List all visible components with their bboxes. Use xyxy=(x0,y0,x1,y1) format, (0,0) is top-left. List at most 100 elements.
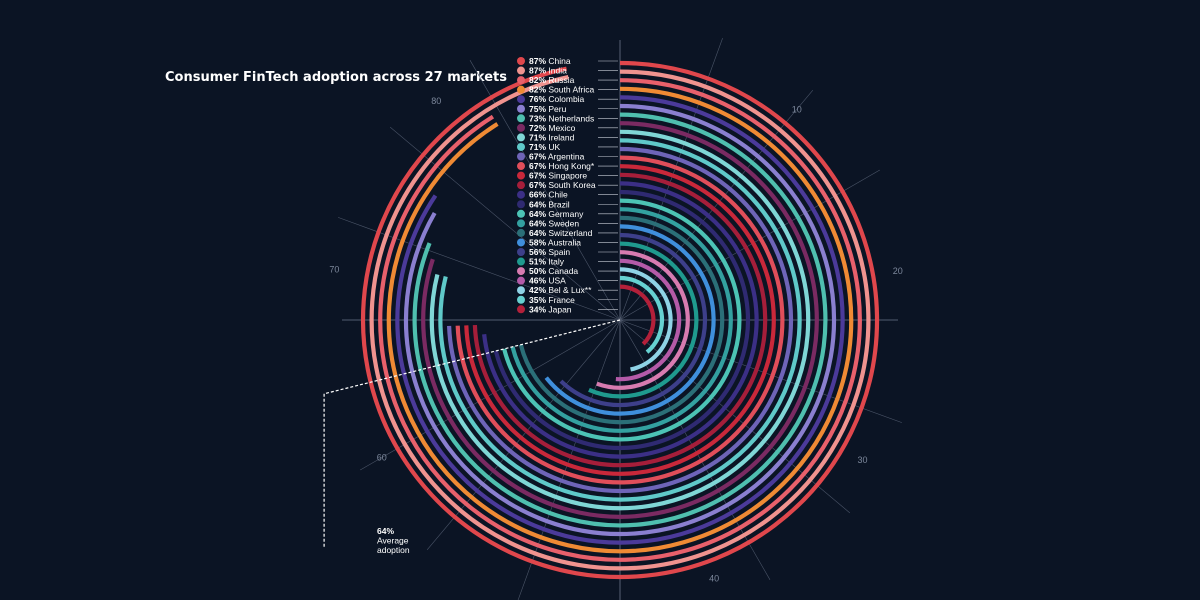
scale-tick-label: 60 xyxy=(377,453,387,463)
legend-value: 64% xyxy=(529,199,546,209)
average-line xyxy=(323,319,621,395)
legend-dot xyxy=(517,267,525,276)
legend-value: 46% xyxy=(529,276,546,286)
legend-dot xyxy=(517,228,525,237)
legend-label: 82% Russia xyxy=(529,75,575,85)
legend-dot xyxy=(517,305,525,314)
legend-value: 51% xyxy=(529,257,546,267)
legend-dot xyxy=(517,238,525,247)
legend-value: 71% xyxy=(529,142,546,152)
legend-value: 67% xyxy=(529,161,546,171)
arc-17 xyxy=(502,198,742,442)
legend-item: 73% Netherlands xyxy=(517,113,618,123)
legend-value: 75% xyxy=(529,104,546,114)
chart-title: Consumer FinTech adoption across 27 mark… xyxy=(165,70,507,85)
legend-item: 67% Hong Kong* xyxy=(517,161,618,171)
legend-dot xyxy=(517,95,525,104)
legend-item: 35% France xyxy=(517,295,618,305)
arc-22 xyxy=(588,241,699,399)
legend-dot xyxy=(517,114,525,123)
legend-market: Brazil xyxy=(546,199,570,209)
legend-market: Japan xyxy=(546,304,572,314)
legend-label: 58% Australia xyxy=(529,237,581,247)
scale-tick-label: 10 xyxy=(792,104,802,114)
legend-item: 64% Switzerland xyxy=(517,228,618,238)
arc-5 xyxy=(395,95,845,545)
legend-market: Netherlands xyxy=(546,113,594,123)
legend-dot xyxy=(517,152,525,161)
legend-market: Hong Kong* xyxy=(546,161,595,171)
legend-item: 42% Bel & Lux** xyxy=(517,285,618,295)
average-label: 64% Average adoption xyxy=(377,526,410,555)
legend-dot xyxy=(517,248,525,256)
ticks-layer: 10 20 30 40 60 70 80 xyxy=(329,96,902,584)
legend-label: 35% France xyxy=(529,295,575,305)
average-caption: adoption xyxy=(377,545,410,555)
legend-dot xyxy=(517,57,525,65)
legend-market: Sweden xyxy=(546,218,579,228)
legend-market: South Africa xyxy=(546,85,594,95)
legend-market: Russia xyxy=(546,75,575,85)
legend-market: USA xyxy=(546,276,566,286)
legend-label: 64% Sweden xyxy=(529,218,579,228)
scale-tick-label: 70 xyxy=(329,265,339,275)
legend-label: 67% Hong Kong* xyxy=(529,161,595,171)
legend-dot xyxy=(517,286,525,295)
legend-value: 87% xyxy=(529,66,546,76)
legend-value: 56% xyxy=(529,247,546,257)
legend-label: 67% Argentina xyxy=(529,152,585,162)
scale-tick-label: 30 xyxy=(857,455,867,465)
legend-market: Ireland xyxy=(546,132,575,142)
legend-market: Switzerland xyxy=(546,228,593,238)
legend-value: 82% xyxy=(529,75,546,85)
scale-tick-label: 20 xyxy=(893,266,903,276)
arc-21 xyxy=(559,232,708,408)
legend-label: 73% Netherlands xyxy=(529,113,594,123)
legend-market: Singapore xyxy=(546,171,587,181)
legend-item: 66% Chile xyxy=(517,190,618,200)
legend-market: Colombia xyxy=(546,94,585,104)
arc-1 xyxy=(360,60,880,580)
arc-20 xyxy=(544,224,716,416)
legend-item: 46% USA xyxy=(517,276,618,286)
legend-value: 82% xyxy=(529,85,546,95)
legend-value: 71% xyxy=(529,132,546,142)
legend-market: Italy xyxy=(546,257,565,267)
legend-value: 67% xyxy=(529,171,546,181)
legend-market: Australia xyxy=(546,237,581,247)
legend-dot xyxy=(517,133,525,142)
legend-dot xyxy=(517,209,525,218)
legend-dot xyxy=(517,76,525,85)
legend-item: 50% Canada xyxy=(517,266,618,276)
arc-9 xyxy=(429,129,811,511)
arc-27 xyxy=(619,284,656,346)
legend-label: 67% South Korea xyxy=(529,180,596,190)
legend-item: 76% Colombia xyxy=(517,94,618,104)
legend-item: 58% Australia xyxy=(517,237,618,247)
legend-label: 50% Canada xyxy=(529,266,578,276)
legend-market: Argentina xyxy=(546,152,585,162)
legend-item: 72% Mexico xyxy=(517,123,618,133)
legend-label: 76% Colombia xyxy=(529,94,585,104)
legend-market: Canada xyxy=(546,266,578,276)
arc-15 xyxy=(482,181,759,459)
legend-dot xyxy=(517,162,525,171)
legend-item: 64% Sweden xyxy=(517,218,618,228)
legend-value: 72% xyxy=(529,123,546,133)
legend-market: Bel & Lux** xyxy=(546,285,592,295)
legend-dot xyxy=(517,190,525,199)
legend-value: 58% xyxy=(529,237,546,247)
legend-dot xyxy=(517,276,525,285)
legend-label: 66% Chile xyxy=(529,190,568,200)
legend-label: 82% South Africa xyxy=(529,85,594,95)
legend-market: India xyxy=(546,66,567,76)
legend-value: 66% xyxy=(529,190,546,200)
scale-tick-label: 80 xyxy=(431,96,441,106)
legend-value: 64% xyxy=(529,218,546,228)
legend-item: 34% Japan xyxy=(517,304,618,314)
legend-value: 67% xyxy=(529,180,546,190)
arc-13 xyxy=(464,164,776,476)
legend-item: 71% Ireland xyxy=(517,132,618,142)
arc-7 xyxy=(412,112,828,528)
